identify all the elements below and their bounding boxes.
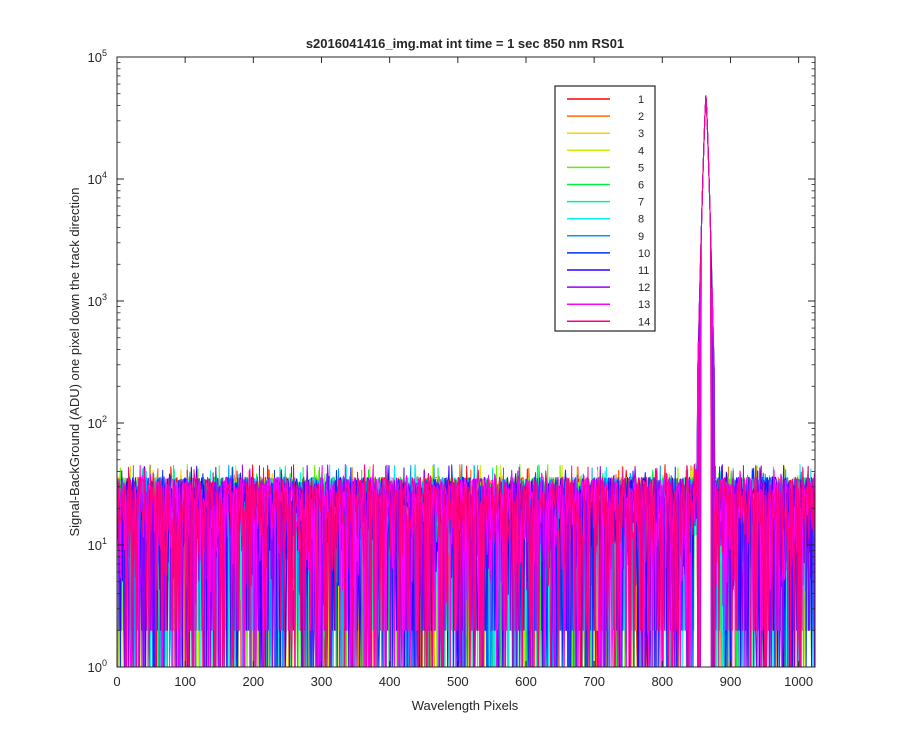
legend-label-14: 14 <box>638 316 650 328</box>
axes: 0 100 200 300 400 500 600 700 800 900 100010010110… <box>88 48 815 689</box>
legend-label-6: 6 <box>638 180 644 192</box>
legend-label-7: 7 <box>638 197 644 209</box>
legend-box <box>554 85 656 332</box>
x-tick-label: 300 <box>311 674 333 689</box>
legend-label-10: 10 <box>638 248 650 260</box>
chart-title: s2016041416_img.mat int time = 1 sec 850… <box>306 36 624 51</box>
x-tick-label: 800 <box>651 674 673 689</box>
x-tick-label: 200 <box>242 674 264 689</box>
legend-label-13: 13 <box>638 299 650 311</box>
y-tick-label: 102 <box>88 414 107 431</box>
legend-label-1: 1 <box>638 94 644 106</box>
legend-label-5: 5 <box>638 162 644 174</box>
x-tick-label: 900 <box>720 674 742 689</box>
y-tick-label: 105 <box>88 48 107 65</box>
y-axis-label: Signal-BackGround (ADU) one pixel down t… <box>67 187 82 536</box>
series-layer <box>116 95 816 668</box>
x-tick-label: 0 <box>113 674 120 689</box>
series-line-14 <box>116 95 816 668</box>
y-tick-label: 100 <box>88 658 107 675</box>
x-tick-label: 1000 <box>784 674 813 689</box>
y-tick-label: 104 <box>88 170 107 187</box>
x-tick-label: 600 <box>515 674 537 689</box>
legend-label-2: 2 <box>638 111 644 123</box>
x-tick-label: 400 <box>379 674 401 689</box>
series-line-13 <box>116 95 816 668</box>
x-tick-label: 700 <box>583 674 605 689</box>
x-tick-label: 500 <box>447 674 469 689</box>
y-tick-label: 101 <box>88 536 107 553</box>
legend-label-9: 9 <box>638 231 644 243</box>
x-axis-label: Wavelength Pixels <box>412 698 519 713</box>
legend-label-4: 4 <box>638 145 644 157</box>
x-tick-label: 100 <box>174 674 196 689</box>
legend-label-12: 12 <box>638 282 650 294</box>
legend-label-11: 11 <box>638 265 649 277</box>
legend-label-3: 3 <box>638 128 644 140</box>
legend-label-8: 8 <box>638 214 644 226</box>
plot-area <box>116 56 816 668</box>
y-tick-label: 103 <box>88 292 107 309</box>
